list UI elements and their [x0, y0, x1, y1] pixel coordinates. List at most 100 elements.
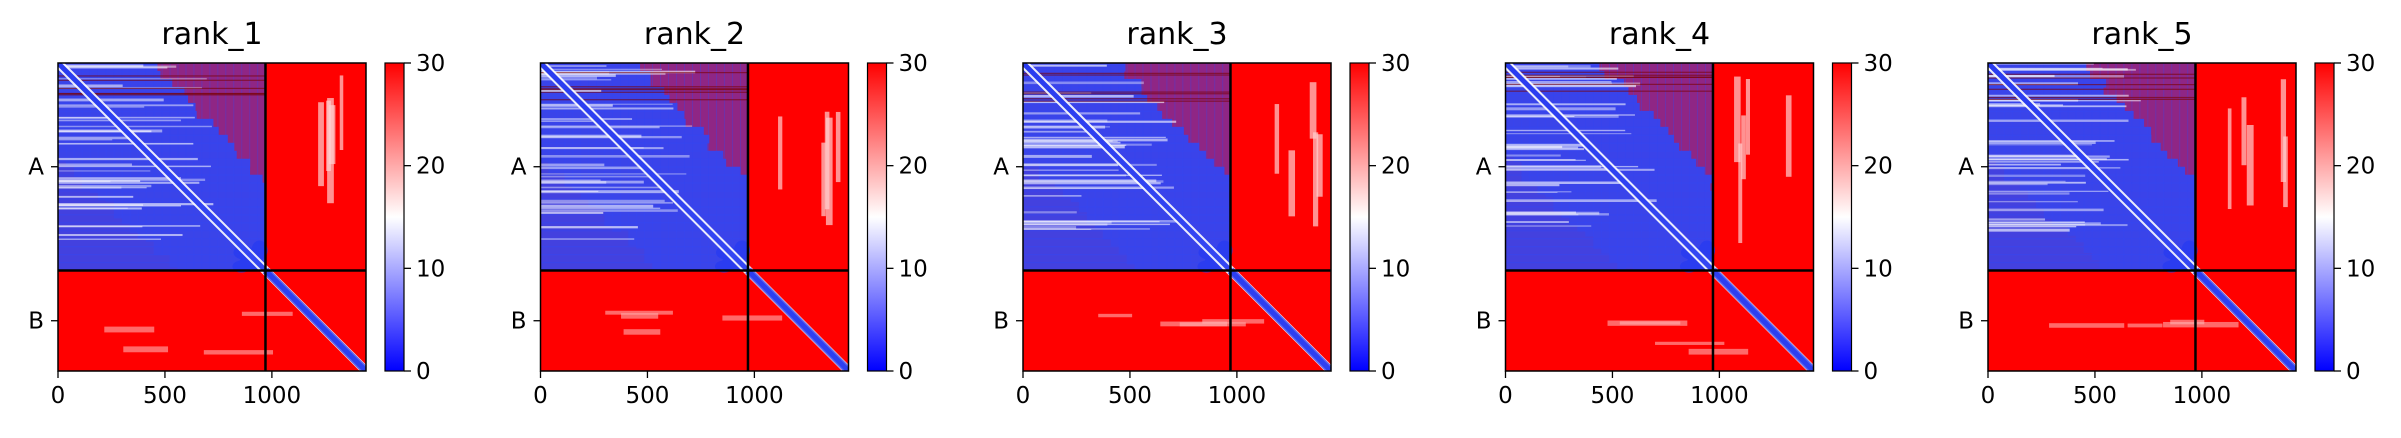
texture-streak: [1619, 321, 1681, 325]
diagonal-chain-b: [745, 267, 849, 371]
low-error-block: [1505, 238, 1713, 248]
colorbar-tick-label: 30: [1381, 51, 1410, 77]
diagonal-chain-b: [1227, 267, 1331, 371]
x-tick-label: 500: [143, 383, 187, 409]
low-error-block: [1609, 63, 1618, 263]
texture-line: [58, 92, 266, 95]
low-error-block: [540, 206, 748, 216]
y-tick-label: A: [511, 155, 527, 181]
texture-streak: [1505, 143, 1589, 147]
texture-streak: [1505, 211, 1600, 215]
texture-streak: [1202, 319, 1265, 324]
texture-streak: [1023, 125, 1106, 129]
texture-streak: [2227, 108, 2232, 210]
y-tick-label: B: [511, 309, 527, 335]
texture-streak: [1505, 129, 1626, 132]
texture-streak: [540, 134, 642, 138]
texture-streak: [1505, 199, 1657, 203]
low-error-block: [636, 63, 645, 249]
texture-streak: [1988, 140, 2115, 142]
panel-title: rank_1: [161, 17, 262, 52]
low-error-block: [1988, 190, 2196, 200]
low-error-block: [668, 63, 677, 271]
texture-streak: [1988, 75, 2125, 78]
texture-streak: [540, 238, 635, 240]
texture-line: [1023, 100, 1231, 102]
texture-streak: [1505, 103, 1626, 106]
y-tick-label: A: [1958, 155, 1974, 181]
texture-streak: [1023, 144, 1127, 146]
low-error-block: [2171, 63, 2181, 271]
low-error-block: [217, 63, 227, 271]
low-error-block: [724, 63, 733, 271]
low-error-block: [1023, 206, 1231, 216]
texture-streak: [1023, 130, 1087, 133]
texture-streak: [58, 204, 144, 207]
texture-streak: [1160, 321, 1228, 327]
heatmap: [1988, 63, 2296, 371]
texture-streak: [1505, 65, 1591, 68]
texture-streak: [540, 104, 613, 107]
low-error-block: [1023, 254, 1231, 264]
texture-streak: [58, 165, 211, 168]
texture-line: [540, 89, 748, 91]
texture-streak: [1023, 119, 1108, 123]
texture-line: [1505, 83, 1713, 85]
low-error-block: [169, 63, 179, 268]
texture-line: [58, 94, 266, 96]
low-error-block: [540, 190, 748, 200]
texture-streak: [540, 120, 593, 122]
texture-streak: [1505, 75, 1634, 77]
texture-streak: [58, 163, 132, 166]
low-error-block: [676, 63, 685, 271]
texture-line: [1023, 74, 1231, 76]
low-error-block: [2187, 63, 2197, 271]
colorbar-tick-label: 0: [2346, 359, 2361, 385]
texture-streak: [1505, 168, 1655, 171]
low-error-block: [1988, 238, 2196, 248]
panel-1: rank_1 0 500 1000 A B 0 10 20 30: [28, 17, 445, 409]
low-error-block: [1166, 63, 1176, 271]
texture-streak: [1988, 218, 2046, 221]
low-error-block: [1222, 63, 1232, 271]
low-error-block: [540, 198, 748, 208]
low-error-block: [700, 63, 709, 271]
texture-streak: [1988, 200, 2078, 203]
texture-streak: [1023, 187, 1151, 190]
texture-streak: [58, 204, 181, 207]
heatmap: [540, 63, 849, 371]
low-error-block: [1198, 63, 1208, 271]
texture-streak: [58, 226, 143, 228]
texture-streak: [1988, 225, 2077, 228]
low-error-block: [1988, 182, 2196, 192]
low-error-block: [1023, 214, 1231, 224]
texture-streak: [1988, 68, 2136, 71]
texture-line: [1023, 93, 1231, 95]
low-error-block: [1988, 214, 2196, 224]
texture-streak: [1505, 133, 1632, 135]
texture-streak: [58, 104, 194, 107]
low-error-block: [1214, 63, 1224, 271]
texture-streak: [1023, 220, 1160, 223]
low-error-block: [2099, 63, 2109, 271]
low-error-block: [1988, 262, 2196, 272]
texture-streak: [540, 209, 678, 212]
texture-streak: [540, 175, 658, 178]
low-error-block: [1988, 222, 2196, 232]
low-error-block: [2147, 63, 2157, 271]
texture-streak: [58, 125, 212, 128]
x-tick-label: 1000: [2173, 383, 2232, 409]
low-error-block: [2179, 63, 2189, 271]
texture-streak: [58, 178, 206, 182]
texture-streak: [1023, 141, 1121, 144]
texture-streak: [1316, 134, 1323, 197]
texture-line: [1988, 98, 2196, 100]
low-error-block: [716, 63, 725, 271]
low-error-block: [1505, 214, 1713, 224]
texture-line: [1988, 73, 2196, 75]
texture-line: [1505, 71, 1713, 73]
texture-streak: [58, 225, 201, 227]
texture-streak: [722, 315, 783, 321]
y-tick-label: A: [28, 155, 44, 181]
low-error-block: [1625, 63, 1634, 268]
